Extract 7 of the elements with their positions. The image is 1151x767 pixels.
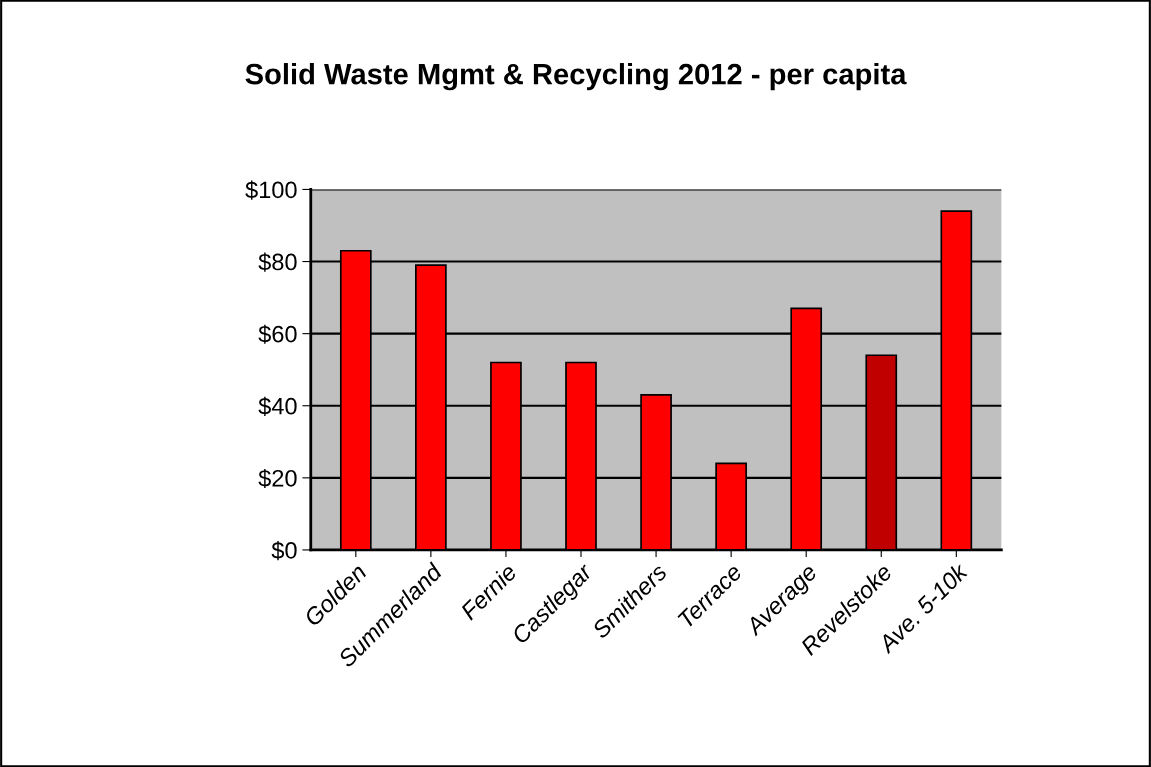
y-tick-label: $100	[245, 180, 297, 200]
y-tick-label: $20	[258, 468, 297, 489]
y-tick-label: $80	[258, 252, 297, 272]
y-tick-label: $0	[271, 541, 297, 561]
chart-title: Solid Waste Mgmt & Recycling 2012 - per capita	[245, 63, 907, 91]
y-tick-label: $60	[258, 324, 297, 344]
y-tick-label: $40	[258, 396, 297, 416]
